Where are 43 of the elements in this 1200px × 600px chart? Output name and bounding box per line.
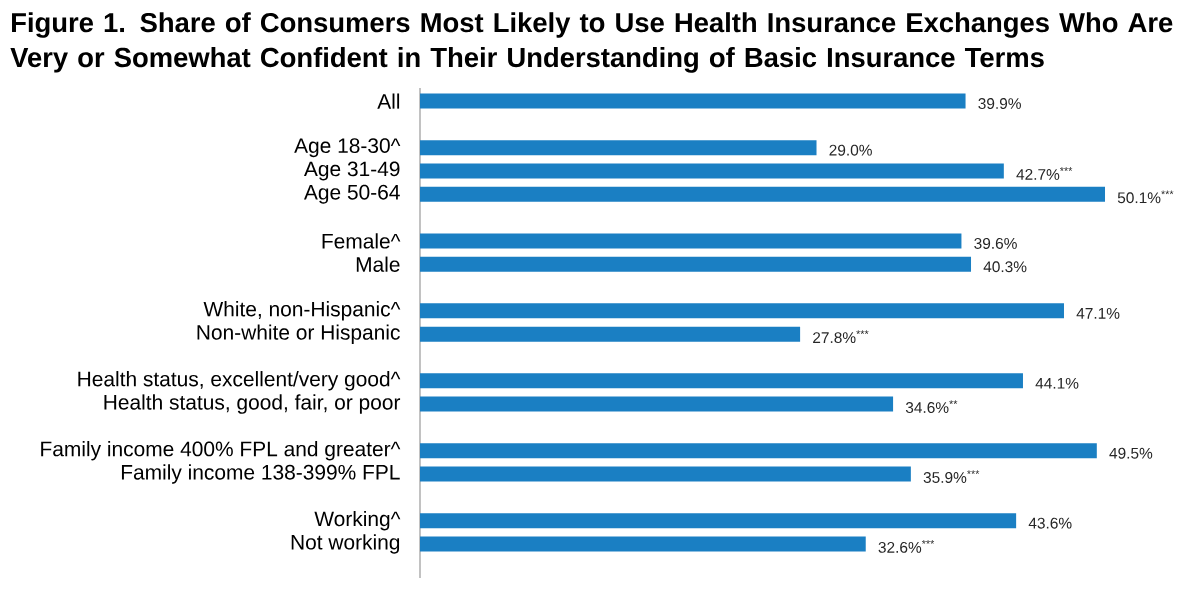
bar <box>420 303 1064 319</box>
data-label: 50.1%$^{***}$ <box>1117 190 1174 204</box>
y-tick-label: Non-white or Hispanic <box>197 324 400 344</box>
data-label: 27.8%$^{***}$ <box>813 330 869 344</box>
bar <box>420 373 1023 389</box>
data-label: 32.6%$^{***}$ <box>878 540 935 553</box>
bar <box>420 513 1017 529</box>
bar <box>420 536 866 552</box>
bar <box>420 396 894 412</box>
bar <box>420 256 972 272</box>
y-tick-label: Health status, good, fair, or poor <box>104 394 401 414</box>
y-tick-label: All <box>377 93 400 109</box>
data-label: 40.3% <box>983 261 1027 273</box>
bar <box>420 93 966 109</box>
bar <box>420 163 1004 179</box>
data-label: 39.9% <box>978 98 1021 110</box>
data-label: 34.6%$^{**}$ <box>905 400 958 414</box>
y-tick-label: White, non-Hispanic^ <box>203 301 401 321</box>
data-label: 42.7%$^{***}$ <box>1016 167 1073 180</box>
y-tick-label: Female^ <box>322 233 401 249</box>
y-tick-label: Family income 400% FPL and greater^ <box>41 440 401 461</box>
chart-title: Figure 1. Share of Consumers Most Likely to Use Health Insurance Exchanges Who Are Very or Somewhat Confident in Their Understanding of Basic Insurance Terms <box>10 12 1173 73</box>
y-tick-label: Age 50-64 <box>303 184 400 204</box>
y-tick-label: Not working <box>291 534 400 554</box>
y-tick-label: Age 31-49 <box>303 161 400 181</box>
bar <box>420 186 1106 202</box>
y-tick-label: Family income 138-399% FPL <box>121 464 400 484</box>
y-tick-label: Male <box>356 256 400 272</box>
bar <box>420 466 911 482</box>
y-tick-label: Age 18-30^ <box>294 138 401 158</box>
data-label: 43.6% <box>1028 517 1072 529</box>
data-label: 47.1% <box>1076 307 1120 319</box>
data-label: 49.5% <box>1109 447 1153 459</box>
y-tick-label: Health status, excellent/very good^ <box>78 371 401 391</box>
data-label: 39.6% <box>974 237 1017 249</box>
data-label: 44.1% <box>1035 377 1079 389</box>
data-label: 35.9%$^{***}$ <box>923 470 980 483</box>
bar <box>420 326 801 342</box>
bar <box>420 443 1097 459</box>
bar <box>420 233 962 249</box>
data-label: 29.0% <box>829 144 872 156</box>
bar <box>420 140 817 156</box>
y-tick-label: Working^ <box>314 510 401 531</box>
